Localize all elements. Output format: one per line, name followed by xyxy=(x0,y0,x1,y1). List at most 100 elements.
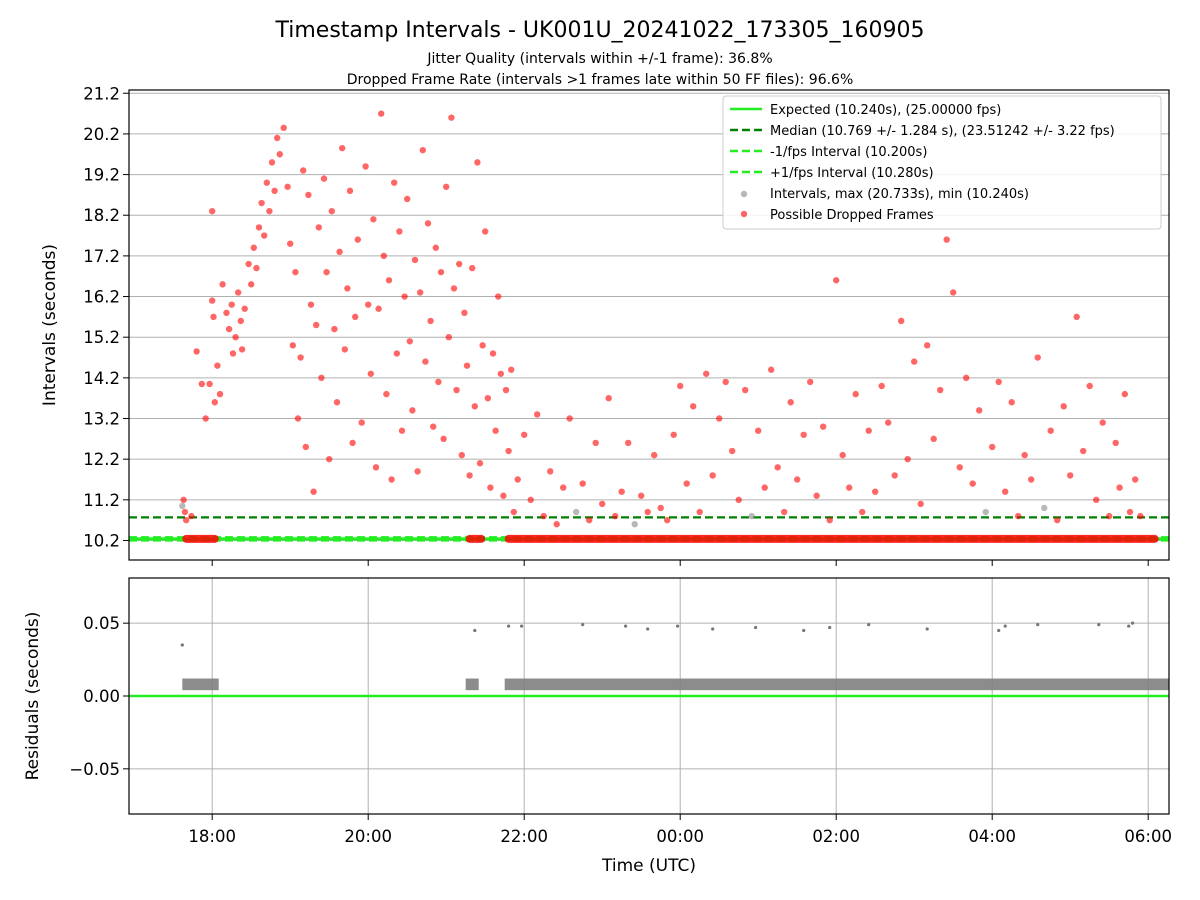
legend-box xyxy=(722,95,1162,230)
interval-point-181 xyxy=(872,488,879,495)
interval-point-199 xyxy=(989,443,996,451)
residuals-ytick-label-0: 0.05 xyxy=(83,614,120,633)
interval-point-219 xyxy=(1116,484,1123,491)
interval-point-10 xyxy=(209,207,216,215)
legend-intervals-marker xyxy=(740,190,748,198)
interval-point-108 xyxy=(466,472,473,479)
interval-point-65 xyxy=(352,313,359,321)
interval-point-210 xyxy=(1060,403,1067,410)
intervals-ytick-label-10: 20.2 xyxy=(83,125,120,144)
interval-point-22 xyxy=(237,317,244,325)
residual-outlier-15 xyxy=(1003,624,1007,628)
residuals-ytick-label-1: 0.00 xyxy=(83,687,120,706)
interval-point-171 xyxy=(807,378,814,386)
interval-point-20 xyxy=(232,333,239,341)
interval-point-86 xyxy=(409,407,416,414)
interval-point-91 xyxy=(422,358,429,365)
interval-point-24 xyxy=(241,305,248,312)
interval-point-149 xyxy=(664,516,671,524)
interval-point-160 xyxy=(735,496,742,504)
interval-point-131 xyxy=(547,468,554,475)
interval-point-48 xyxy=(307,301,315,308)
interval-point-142 xyxy=(618,488,625,495)
interval-point-53 xyxy=(320,175,328,182)
interval-point-189 xyxy=(924,342,931,349)
interval-point-5 xyxy=(193,348,200,355)
residual-outlier-12 xyxy=(867,623,871,627)
intervals-ytick-label-0: 10.2 xyxy=(83,531,120,550)
residuals-xtick-label-4: 02:00 xyxy=(812,827,860,846)
interval-point-204 xyxy=(1021,451,1028,459)
residual-band-segment-2 xyxy=(504,678,1169,691)
interval-point-163 xyxy=(755,427,762,434)
residual-outlier-4 xyxy=(581,623,585,627)
residual-outlier-11 xyxy=(828,625,832,630)
residuals-ytick-label-2: −0.05 xyxy=(69,760,120,779)
intervals-x-ticks xyxy=(211,560,1149,566)
interval-point-136 xyxy=(579,480,586,487)
residuals-xtick-label-3: 00:00 xyxy=(656,827,704,846)
interval-point-74 xyxy=(378,110,385,117)
interval-point-140 xyxy=(605,394,612,402)
interval-point-1 xyxy=(180,496,187,504)
interval-point-2 xyxy=(181,508,189,516)
interval-point-145 xyxy=(638,492,645,499)
interval-point-196 xyxy=(969,480,976,487)
residuals-panel: 0.05 0.00 −0.05 18:00 20:00 22:00 00:00 02:00 0… xyxy=(23,577,1172,876)
interval-point-67 xyxy=(358,419,365,426)
dense-interval-band xyxy=(182,534,1159,543)
interval-point-198 xyxy=(982,508,989,516)
interval-point-183 xyxy=(885,419,892,426)
interval-point-120 xyxy=(497,370,504,377)
interval-point-208 xyxy=(1047,427,1054,434)
interval-point-11 xyxy=(210,313,217,321)
interval-point-64 xyxy=(349,439,356,447)
intervals-ytick-label-5: 15.2 xyxy=(83,328,120,347)
interval-point-193 xyxy=(950,289,957,296)
interval-point-202 xyxy=(1008,399,1015,406)
interval-point-203 xyxy=(1015,512,1022,520)
residual-outlier-9 xyxy=(754,625,758,630)
interval-point-221 xyxy=(1126,508,1134,516)
legend-plus-fps-label: +1/fps Interval (10.280s) xyxy=(770,166,934,181)
legend-median-label: Median (10.769 +/- 1.284 s), (23.51242 +… xyxy=(770,124,1115,139)
interval-point-82 xyxy=(398,427,406,434)
interval-point-157 xyxy=(716,415,723,422)
interval-point-19 xyxy=(229,350,237,357)
interval-point-144 xyxy=(631,521,638,528)
residual-outlier-7 xyxy=(676,624,680,628)
interval-point-87 xyxy=(411,256,419,264)
interval-point-70 xyxy=(367,370,374,377)
interval-point-124 xyxy=(508,366,515,373)
residual-outlier-13 xyxy=(925,627,929,631)
interval-point-217 xyxy=(1106,512,1113,520)
interval-point-36 xyxy=(274,134,281,142)
interval-point-26 xyxy=(248,281,255,288)
interval-point-54 xyxy=(323,268,330,276)
interval-point-167 xyxy=(781,508,788,516)
interval-point-205 xyxy=(1028,476,1035,483)
interval-point-40 xyxy=(287,240,294,247)
interval-point-49 xyxy=(310,488,317,495)
interval-point-25 xyxy=(245,260,252,268)
interval-point-128 xyxy=(527,496,534,504)
interval-point-76 xyxy=(383,390,390,398)
residual-band-segment-0 xyxy=(182,678,219,691)
interval-point-51 xyxy=(315,224,322,231)
interval-point-6 xyxy=(198,380,205,388)
residual-outlier-5 xyxy=(624,624,628,628)
interval-point-33 xyxy=(266,207,273,215)
interval-point-84 xyxy=(404,195,411,203)
interval-point-3 xyxy=(183,516,190,524)
interval-point-176 xyxy=(839,451,846,459)
interval-point-172 xyxy=(813,492,820,499)
interval-point-184 xyxy=(891,472,898,479)
interval-point-190 xyxy=(930,435,937,443)
interval-point-191 xyxy=(937,386,944,394)
interval-point-109 xyxy=(469,264,476,272)
interval-point-69 xyxy=(365,301,372,308)
interval-point-8 xyxy=(206,380,213,388)
interval-point-92 xyxy=(424,220,432,227)
interval-point-188 xyxy=(917,500,924,508)
interval-point-154 xyxy=(696,508,703,516)
